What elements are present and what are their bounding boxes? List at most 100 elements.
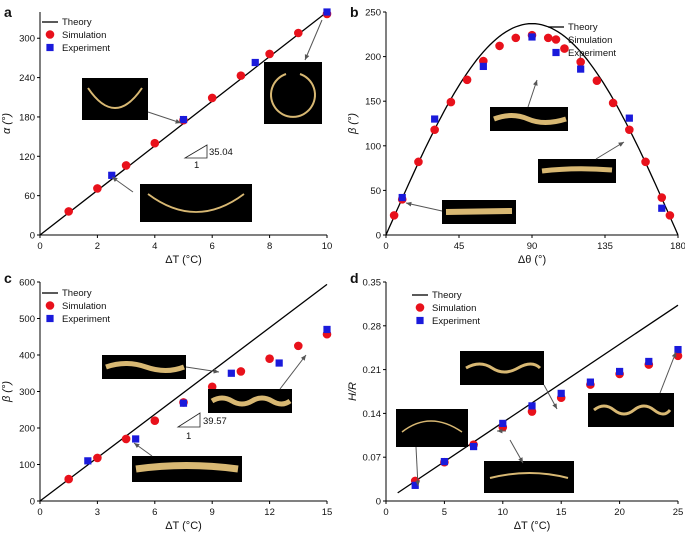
x-tick-label: 0: [383, 507, 388, 518]
x-tick-label: 9: [210, 507, 215, 518]
experiment-point: [616, 367, 624, 376]
x-tick-label: 15: [322, 507, 333, 518]
y-tick-label: 100: [19, 460, 35, 471]
simulation-point: [462, 75, 472, 85]
slope-label-a: 35.04: [209, 147, 233, 158]
y-tick-label: 200: [365, 52, 381, 63]
experiment-point: [431, 115, 439, 123]
simulation-point: [64, 207, 73, 216]
legend-simulation-swatch: [45, 30, 55, 39]
simulation-point: [389, 211, 399, 220]
experiment-point: [528, 33, 536, 41]
x-tick-label: 0: [37, 507, 42, 518]
legend-experiment-swatch: [552, 48, 560, 57]
y-tick-label: 0.14: [363, 409, 382, 420]
x-tick-label: 4: [152, 241, 157, 252]
legend: Theory Simulation Experiment: [42, 17, 110, 54]
y-tick-label: 0.35: [363, 278, 382, 289]
simulation-point: [236, 71, 246, 80]
experiment-point: [251, 58, 259, 67]
simulation-point: [121, 161, 131, 170]
legend-experiment-swatch: [416, 316, 424, 325]
x-axis-label: ΔT (°C): [165, 254, 202, 266]
experiment-point: [323, 325, 331, 334]
slope-triangle-a: [183, 144, 208, 159]
x-tick-label: 90: [527, 241, 538, 252]
simulation-point: [414, 157, 423, 167]
experiment-point: [323, 8, 331, 16]
y-tick-label: 100: [365, 141, 381, 152]
experiment-point: [179, 115, 188, 124]
y-tick-label: 0: [30, 231, 35, 242]
y-axis-label: β (°): [347, 113, 359, 135]
simulation-point: [560, 44, 569, 53]
panel-d-insets: [396, 351, 677, 493]
y-tick-label: 0: [30, 497, 35, 508]
experiment-point: [479, 62, 487, 71]
y-tick-label: 300: [19, 387, 35, 398]
x-tick-label: 20: [614, 507, 625, 518]
legend-simulation-swatch: [415, 303, 425, 312]
slope-run-c: 1: [186, 431, 191, 442]
y-tick-label: 60: [24, 191, 35, 202]
legend-simulation-label: Simulation: [62, 301, 106, 312]
panel-b-chart: 0 45 90 135 180 0 50 100 150 200 250 Δθ (°) β (°) The…: [347, 8, 685, 267]
simulation-point: [265, 49, 274, 59]
legend-experiment-label: Experiment: [62, 314, 110, 325]
experiment-point: [179, 399, 188, 407]
simulation-point: [625, 125, 634, 135]
legend: Theory Simulation Experiment: [42, 288, 110, 325]
x-tick-label: 10: [498, 507, 509, 518]
experiment-point: [227, 369, 235, 377]
simulation-point: [665, 211, 675, 220]
experiment-point: [411, 481, 419, 489]
simulation-point: [121, 434, 131, 444]
legend-experiment-label: Experiment: [432, 316, 480, 327]
experiment-point: [470, 442, 478, 451]
experiment-point: [132, 435, 140, 443]
simulation-point: [294, 341, 303, 351]
experiment-point: [275, 359, 283, 367]
legend-theory-label: Theory: [62, 17, 92, 28]
inset-a-ring-image: [264, 62, 322, 124]
y-axis-label: β (°): [1, 381, 13, 403]
panel-a-insets: 35.04 1: [82, 19, 323, 222]
x-axis-label: ΔT (°C): [514, 520, 551, 532]
simulation-point: [93, 184, 102, 193]
x-tick-label: 6: [152, 507, 157, 518]
simulation-point: [93, 453, 102, 463]
y-tick-label: 500: [19, 314, 35, 325]
x-tick-label: 180: [670, 241, 685, 252]
simulation-point: [236, 367, 246, 376]
y-tick-label: 0.07: [363, 453, 382, 464]
simulation-point: [543, 33, 553, 43]
y-tick-label: 50: [370, 186, 381, 197]
simulation-point: [150, 416, 160, 426]
legend-simulation-label: Simulation: [432, 303, 476, 314]
inset-d-right-image: [588, 393, 674, 427]
x-tick-label: 135: [597, 241, 613, 252]
experiment-point: [398, 193, 406, 202]
experiment-point: [625, 114, 633, 122]
x-tick-label: 10: [322, 241, 333, 252]
x-tick-label: 3: [95, 507, 100, 518]
x-axis-label: ΔT (°C): [165, 520, 202, 532]
simulation-point: [592, 76, 602, 85]
legend-experiment-swatch: [46, 43, 54, 52]
panel-letter-a: a: [4, 4, 12, 20]
simulation-point: [150, 138, 160, 148]
x-tick-label: 0: [383, 241, 388, 252]
x-tick-label: 5: [442, 507, 447, 518]
x-tick-label: 0: [37, 241, 42, 252]
x-tick-label: 2: [95, 241, 100, 252]
panel-b-insets: [405, 79, 625, 224]
experiment-point: [674, 345, 682, 354]
x-tick-label: 12: [264, 507, 275, 518]
panel-letter-c: c: [4, 270, 12, 286]
simulation-point: [430, 125, 439, 135]
simulation-point: [207, 382, 217, 392]
simulation-point: [657, 193, 667, 202]
y-tick-label: 0: [376, 231, 381, 242]
panel-letter-b: b: [350, 4, 359, 20]
